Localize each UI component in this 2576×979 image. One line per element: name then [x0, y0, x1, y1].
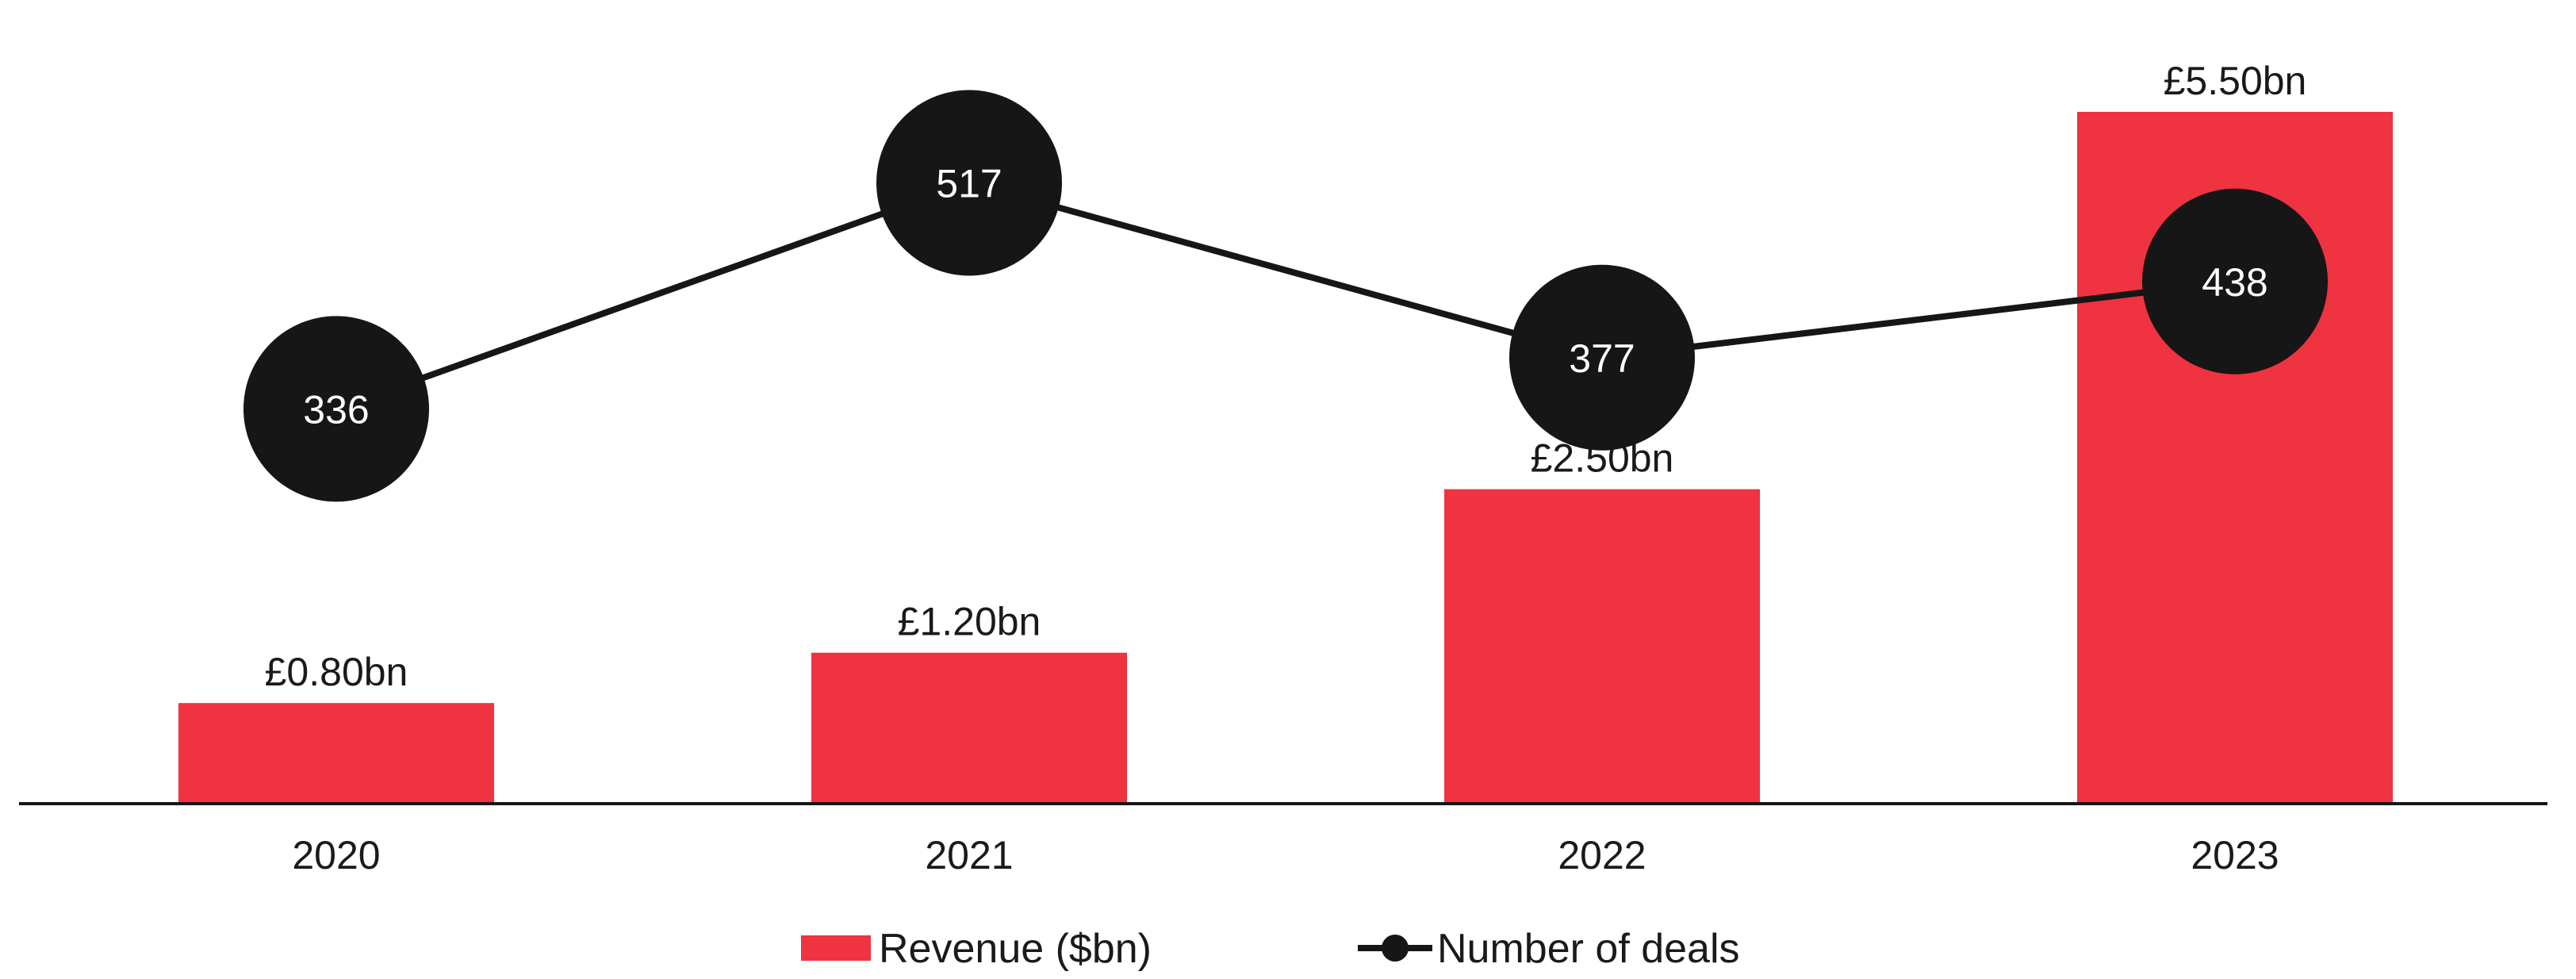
legend-label-deals: Number of deals	[1437, 926, 1740, 972]
revenue-bar-2021	[811, 652, 1127, 804]
legend-label-revenue: Revenue ($bn)	[879, 926, 1152, 972]
deals-line-series	[335, 179, 2236, 413]
revenue-data-label-2023: £5.50bn	[2164, 59, 2307, 103]
x-tick-label-2020: 2020	[292, 833, 380, 877]
deals-line	[335, 179, 2236, 413]
deals-point-2021	[876, 90, 1062, 276]
revenue-data-label-2020: £0.80bn	[265, 650, 408, 694]
deals-point-2023	[2142, 188, 2328, 374]
x-axis-tick-labels: 2020 2021 2022 2023	[292, 833, 2279, 877]
deals-points: 336 517 377 438	[243, 90, 2328, 502]
deals-data-label-2022: 377	[1569, 336, 1635, 381]
deals-data-label-2021: 517	[936, 161, 1002, 205]
legend: Revenue ($bn) Number of deals	[801, 926, 1740, 972]
legend-swatch-deals-marker	[1382, 935, 1409, 962]
deals-data-label-2020: 336	[303, 387, 369, 432]
deals-data-label-2023: 438	[2202, 260, 2267, 305]
revenue-data-label-2021: £1.20bn	[898, 600, 1041, 644]
x-tick-label-2021: 2021	[925, 833, 1013, 877]
revenue-data-labels: £0.80bn£1.20bn£2.50bn£5.50bn	[265, 59, 2307, 694]
revenue-bar-2020	[178, 703, 494, 804]
legend-item-revenue: Revenue ($bn)	[801, 926, 1152, 972]
deals-point-2020	[243, 316, 429, 502]
revenue-bar-2022	[1444, 489, 1760, 804]
legend-swatch-revenue	[801, 935, 871, 961]
revenue-bars	[178, 112, 2393, 804]
x-tick-label-2023: 2023	[2191, 833, 2279, 877]
legend-item-deals: Number of deals	[1358, 926, 1740, 972]
deals-point-2022	[1509, 264, 1695, 451]
x-tick-label-2022: 2022	[1558, 833, 1646, 877]
